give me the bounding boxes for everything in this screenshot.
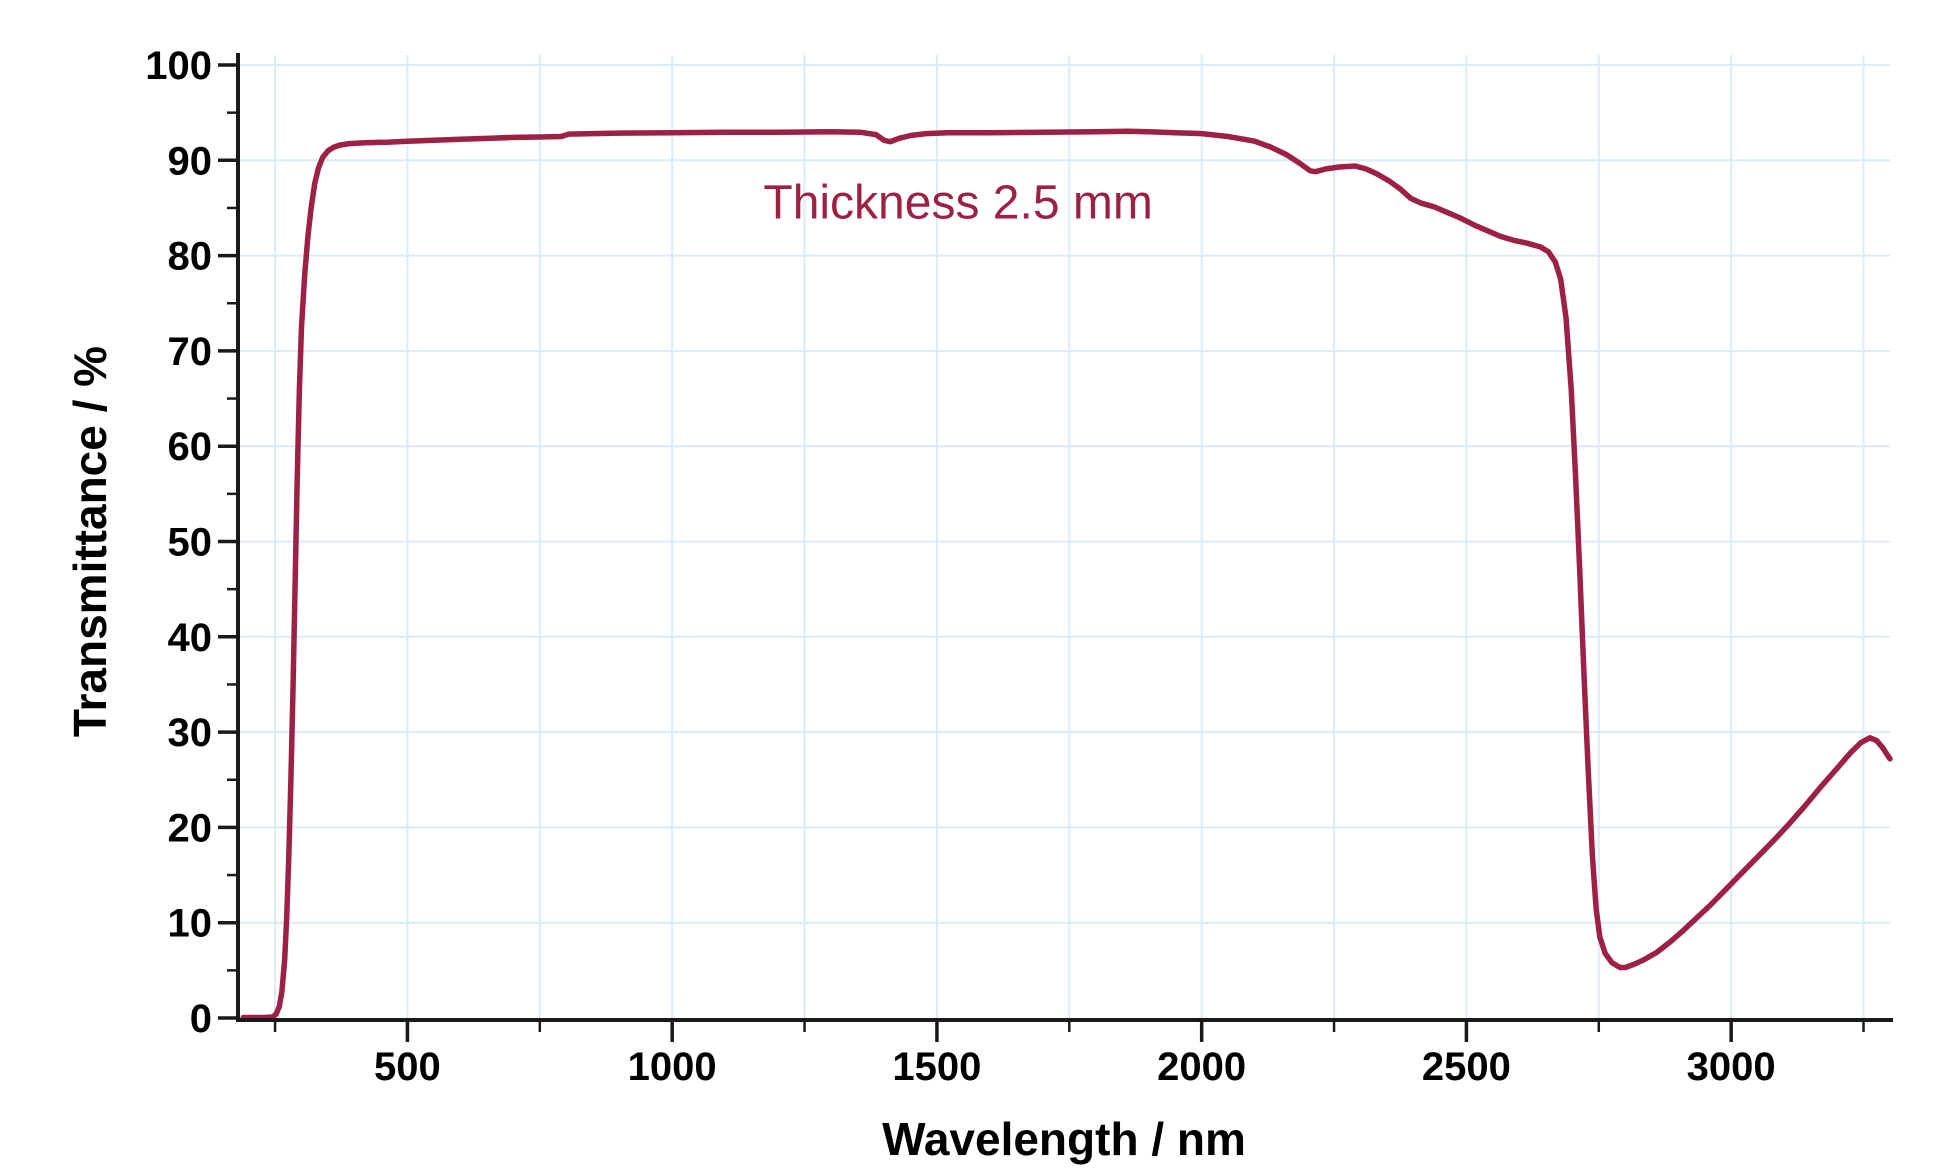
y-axis-title: Transmittance / %: [64, 346, 116, 737]
y-tick-label: 10: [168, 902, 213, 946]
axes: [236, 53, 1893, 1022]
x-tick-label: 2000: [1157, 1045, 1246, 1089]
y-tick-label: 60: [168, 425, 213, 469]
y-tick-label: 70: [168, 330, 213, 374]
y-tick-label: 80: [168, 235, 213, 279]
y-tick-label: 90: [168, 139, 213, 183]
spectrum-curve: [240, 128, 1893, 1021]
x-tick-label: 1000: [628, 1045, 717, 1089]
tick-labels: 500 1000 1500 2000 2500 3000 0 10 20 30 40 50 60 70 80…: [145, 44, 1775, 1089]
y-tick-label: 20: [168, 806, 213, 850]
thickness-annotation: Thickness 2.5 mm: [763, 176, 1152, 229]
spectrum-curve-layer: [240, 128, 1893, 1021]
x-tick-label: 3000: [1687, 1045, 1776, 1089]
gridlines: [238, 55, 1890, 1018]
y-tick-label: 100: [145, 44, 212, 88]
x-axis-title: Wavelength / nm: [882, 1113, 1246, 1165]
y-tick-label: 30: [168, 711, 213, 755]
y-tick-label: 0: [190, 997, 212, 1041]
y-tick-label: 50: [168, 521, 213, 565]
x-tick-label: 500: [374, 1045, 441, 1089]
y-tick-label: 40: [168, 616, 213, 660]
tick-marks: [218, 63, 1865, 1042]
x-tick-label: 2500: [1422, 1045, 1511, 1089]
x-tick-label: 1500: [892, 1045, 981, 1089]
